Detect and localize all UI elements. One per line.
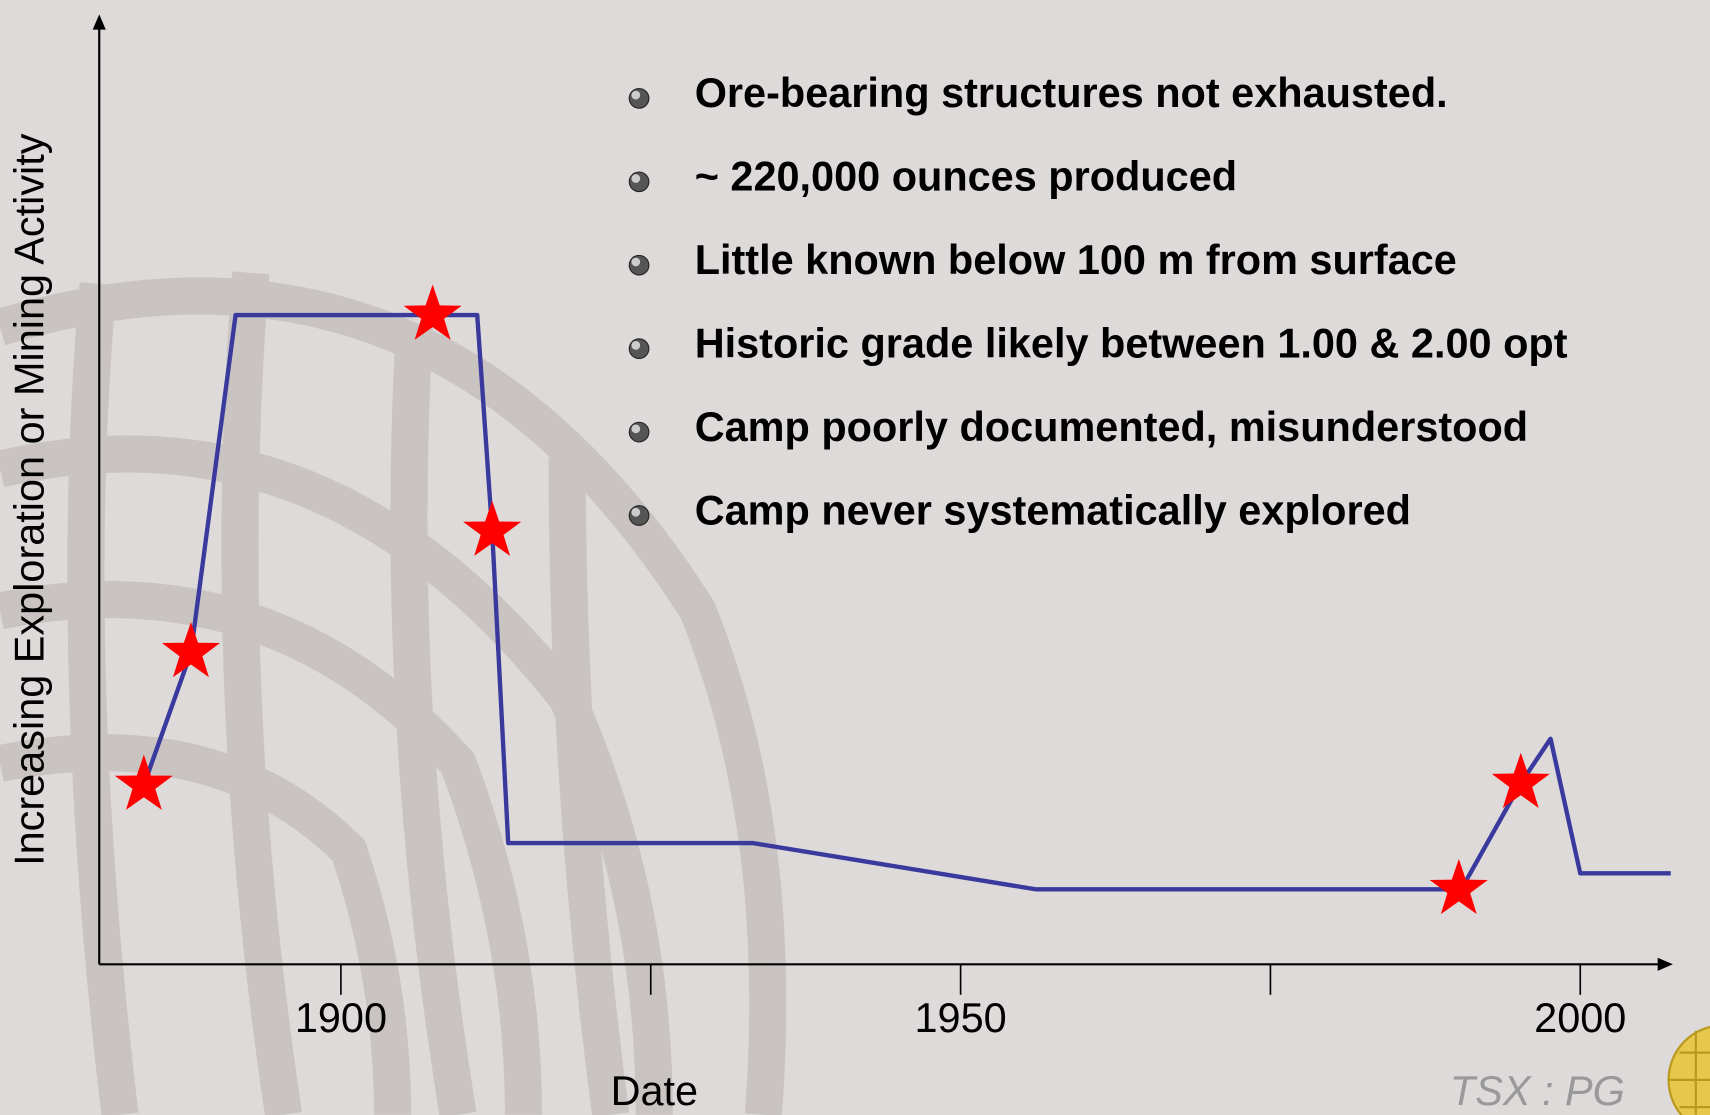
footer: TSX : PG — [1450, 1067, 1625, 1114]
y-axis-label: Increasing Exploration or Mining Activit… — [6, 133, 53, 866]
bullet-dot — [629, 89, 649, 109]
bullet-shine — [631, 91, 640, 100]
bullet-dot — [629, 422, 649, 442]
bullet-shine — [631, 258, 640, 267]
bullet-shine — [631, 508, 640, 517]
bullet-dot — [629, 506, 649, 526]
bullet-shine — [631, 424, 640, 433]
bullet-text: Little known below 100 m from surface — [695, 236, 1457, 283]
x-tick-label: 1950 — [914, 994, 1006, 1041]
bullet-text: Historic grade likely between 1.00 & 2.0… — [695, 319, 1568, 366]
x-tick-label: 1900 — [295, 994, 387, 1041]
bullet-dot — [629, 339, 649, 359]
bullet-text: Camp poorly documented, misunderstood — [695, 403, 1528, 450]
bullet-dot — [629, 255, 649, 275]
slide: TSX : PG Date Increasing Exploration or … — [0, 0, 1710, 1115]
x-tick-label: 2000 — [1534, 994, 1626, 1041]
x-axis-label: Date — [611, 1067, 699, 1114]
bullet-text: Camp never systematically explored — [695, 486, 1411, 533]
page: TSX : PG Date Increasing Exploration or … — [0, 0, 1710, 1115]
bullet-text: ~ 220,000 ounces produced — [695, 153, 1237, 200]
bullet-dot — [629, 172, 649, 192]
bullet-shine — [631, 341, 640, 350]
bullet-text: Ore-bearing structures not exhausted. — [695, 69, 1448, 116]
bullet-shine — [631, 174, 640, 183]
